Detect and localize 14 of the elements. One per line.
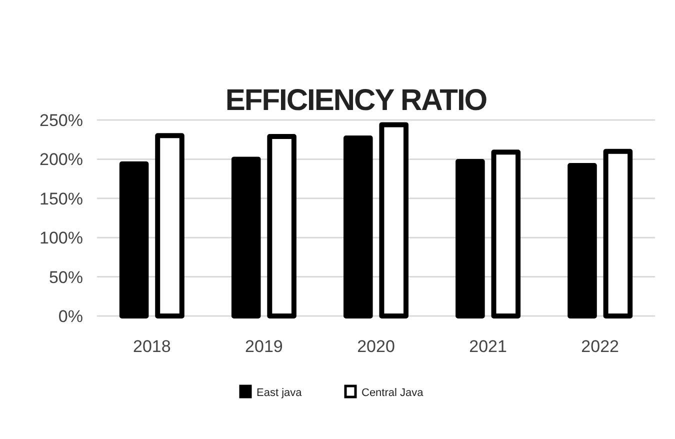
chart-title: EFFICIENCY RATIO [225, 84, 488, 117]
y-tick-label: 250% [40, 110, 83, 130]
x-tick-label: 2019 [245, 337, 283, 356]
x-tick-label: 2021 [469, 337, 507, 356]
y-tick-label: 100% [40, 228, 83, 248]
y-tick-label: 50% [48, 268, 83, 287]
x-tick-label: 2022 [581, 337, 620, 356]
legend-label: East java [256, 387, 303, 399]
x-tick-label: 2020 [357, 337, 395, 356]
x-tick-label: 2018 [132, 337, 171, 356]
legend-label: Central Java [362, 387, 424, 399]
y-tick-label: 150% [40, 189, 83, 208]
y-tick-label: 0% [58, 306, 83, 326]
y-tick-label: 200% [40, 150, 83, 170]
